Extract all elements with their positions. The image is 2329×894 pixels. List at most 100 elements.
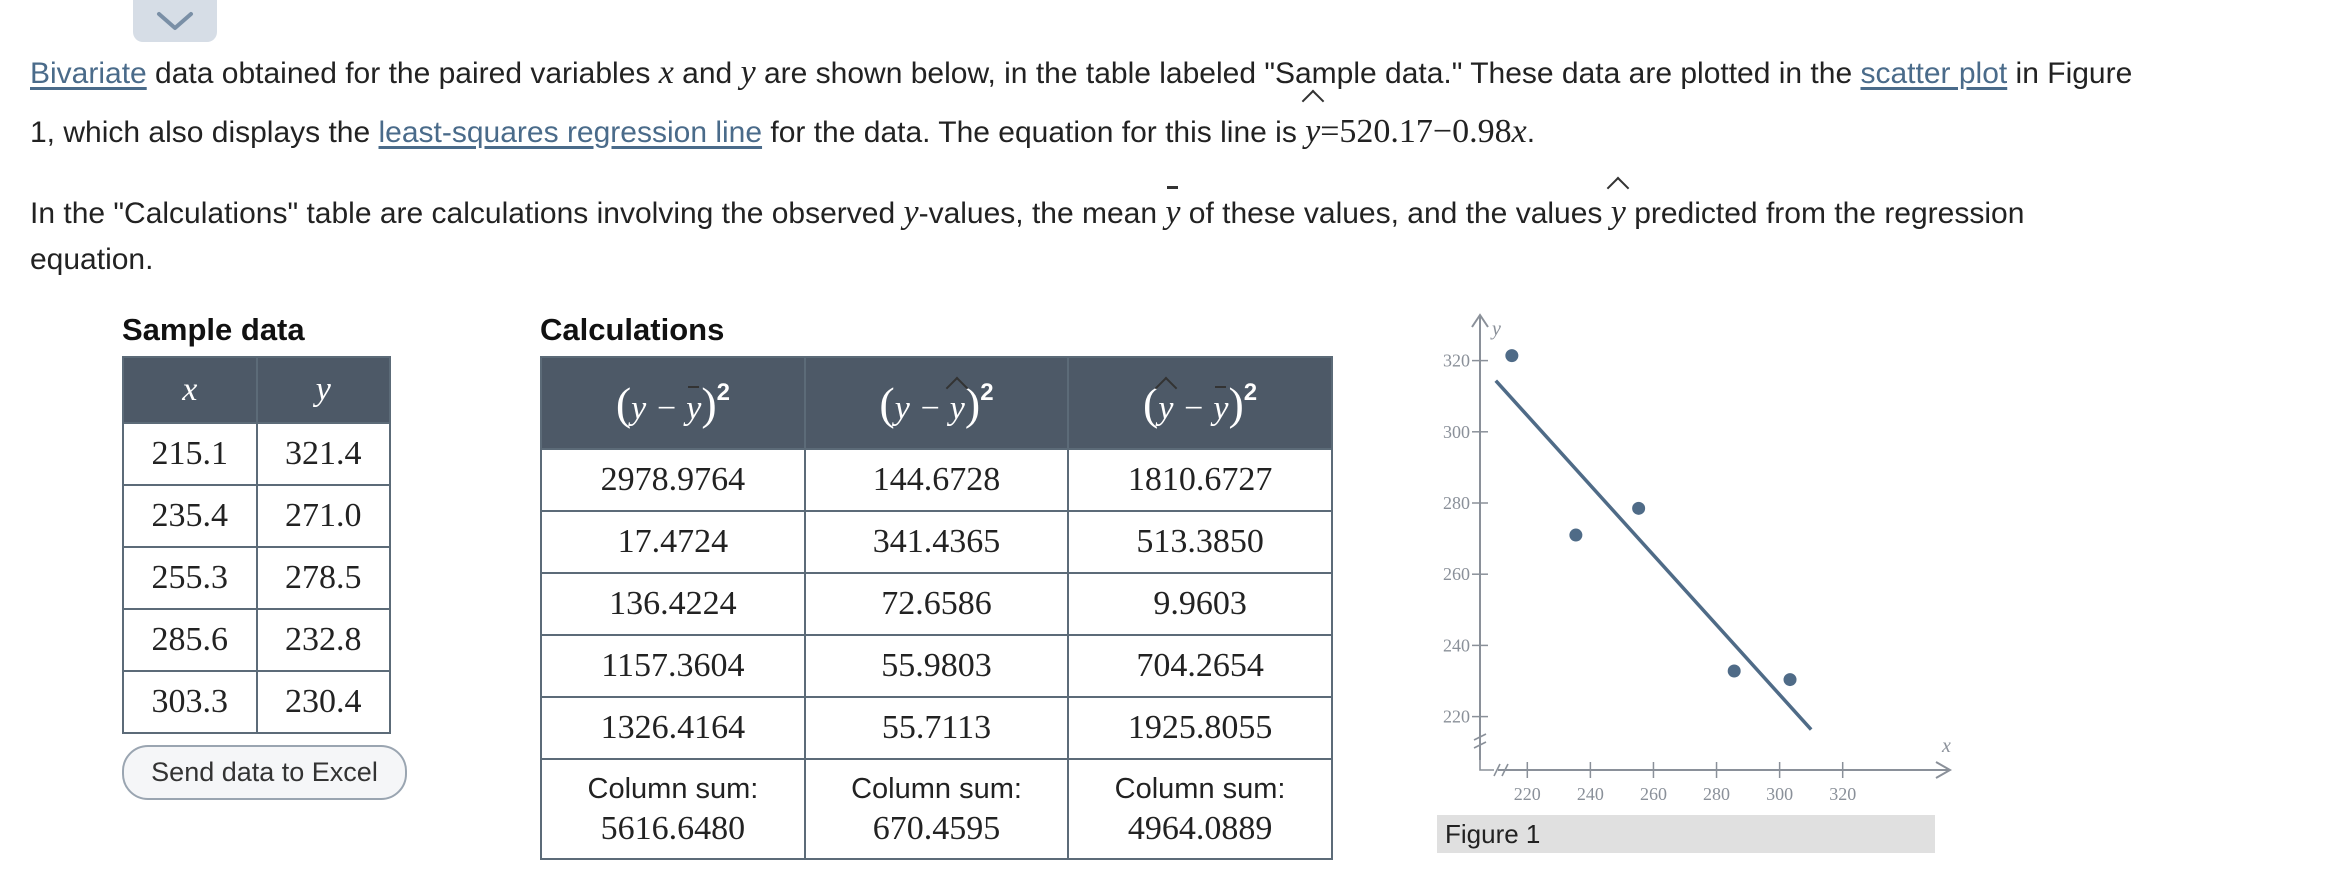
header-y: y [255, 356, 391, 424]
column-sum-cell: Column sum: 4964.0889 [1067, 758, 1333, 860]
send-to-excel-button[interactable]: Send data to Excel [122, 745, 407, 800]
x-axis-label: x [1941, 735, 1951, 757]
para-text: -values, the mean [918, 197, 1166, 230]
cell-y: 321.4 [255, 422, 391, 486]
figure-caption: Figure 1 [1437, 815, 1935, 853]
intro-paragraph: Bivariate data obtained for the paired v… [30, 44, 2310, 162]
x-tick-label: 220 [1514, 784, 1541, 804]
intro-text: . [1526, 116, 1536, 149]
y-tick-label: 260 [1443, 564, 1470, 584]
header-yhat-minus-ybar-sq: (y − y)2 [1067, 356, 1333, 450]
x-tick-label: 240 [1577, 784, 1604, 804]
var-y: y [903, 194, 919, 231]
regression-line [1494, 379, 1813, 731]
table-row: 1157.3604 55.9803 704.2654 [540, 634, 1333, 698]
calc-cell: 1925.8055 [1067, 696, 1333, 760]
column-sum-label: Column sum: [1114, 773, 1286, 805]
bivariate-link[interactable]: Bivariate [30, 57, 147, 90]
scatter-plot: y x 220 240 260 280 300 320 220 240 260 280 300 320 [1443, 313, 1953, 804]
data-point [1727, 664, 1741, 678]
calc-cell: 1810.6727 [1067, 448, 1333, 512]
cell-x: 285.6 [122, 608, 258, 672]
column-sum-cell: Column sum: 670.4595 [803, 758, 1070, 860]
header-y-minus-yhat-sq: (y − y)2 [803, 356, 1070, 450]
y-tick-label: 220 [1443, 707, 1470, 727]
table-row: 303.3 230.4 [122, 670, 391, 734]
cell-x: 255.3 [122, 546, 258, 610]
calc-cell: 2978.9764 [540, 448, 806, 512]
y-tick-label: 280 [1443, 493, 1470, 513]
x-tick-label: 280 [1703, 784, 1730, 804]
equation-yhat: y [1305, 103, 1320, 161]
intro-text: in Figure [2007, 57, 2133, 90]
header-x: x [122, 356, 258, 424]
chevron-down-icon [157, 12, 193, 30]
data-point [1783, 673, 1797, 687]
y-tick-label: 300 [1443, 422, 1470, 442]
sample-data-title: Sample data [122, 312, 305, 347]
intro-text: are shown below, in the table labeled "S… [755, 57, 1861, 90]
calc-cell: 55.9803 [803, 634, 1070, 698]
column-sum-cell: Column sum: 5616.6480 [540, 758, 806, 860]
intro-text: and [673, 57, 741, 90]
para-text: equation. [30, 243, 154, 276]
column-sum-row: Column sum: 5616.6480 Column sum: 670.4595… [540, 758, 1333, 860]
calc-cell: 513.3850 [1067, 510, 1333, 574]
equation-rhs: =520.17−0.98 [1320, 113, 1512, 150]
axis-break-y [1473, 733, 1494, 771]
cell-x: 303.3 [122, 670, 258, 734]
calc-cell: 1326.4164 [540, 696, 806, 760]
table-row: 2978.9764 144.6728 1810.6727 [540, 448, 1333, 512]
calc-cell: 17.4724 [540, 510, 806, 574]
cell-y: 230.4 [255, 670, 391, 734]
column-sum-value: 5616.6480 [600, 810, 746, 847]
calc-cell: 1157.3604 [540, 634, 806, 698]
var-x: x [658, 54, 674, 91]
sample-data-table: x y 215.1 321.4 235.4 271.0 255.3 278.5 285… [122, 356, 391, 734]
data-point [1569, 528, 1583, 542]
y-hat: y [1611, 190, 1626, 236]
column-sum-value: 4964.0889 [1127, 810, 1273, 847]
equation-x: x [1511, 113, 1527, 150]
data-point [1505, 349, 1519, 363]
calc-cell: 9.9603 [1067, 572, 1333, 636]
y-axis-arrow [1471, 313, 1489, 328]
intro-text: 1, which also displays the [30, 116, 379, 149]
axis-break-x [1493, 763, 1509, 777]
scatter-plot-link[interactable]: scatter plot [1860, 57, 2008, 90]
column-sum-label: Column sum: [587, 773, 759, 805]
y-axis-label: y [1490, 318, 1501, 340]
cell-x: 235.4 [122, 484, 258, 548]
table-row: 17.4724 341.4365 513.3850 [540, 510, 1333, 574]
column-sum-label: Column sum: [851, 773, 1022, 805]
header-y-minus-ybar-sq: (y − y)2 [540, 356, 806, 450]
table-row: 215.1 321.4 [122, 422, 391, 486]
calc-cell: 72.6586 [803, 572, 1070, 636]
table-row: 255.3 278.5 [122, 546, 391, 610]
para-text: of these values, and the values [1180, 197, 1611, 230]
collapse-toggle-button[interactable] [133, 0, 217, 42]
intro-text: data obtained for the paired variables [146, 57, 659, 90]
y-bar: y [1165, 186, 1180, 236]
table-row: 285.6 232.8 [122, 608, 391, 672]
var-y: y [740, 54, 756, 91]
calc-cell: 55.7113 [803, 696, 1070, 760]
calc-cell: 341.4365 [803, 510, 1070, 574]
para-text: predicted from the regression [1625, 197, 2025, 230]
x-tick-label: 300 [1766, 784, 1793, 804]
intro-text: for the data. The equation for this line… [762, 116, 1306, 149]
x-tick-label: 320 [1829, 784, 1856, 804]
cell-y: 278.5 [255, 546, 391, 610]
data-point [1632, 501, 1646, 515]
cell-y: 271.0 [255, 484, 391, 548]
calculations-table: (y − y)2 (y − y)2 (y − y)2 2978.9764 144.… [540, 356, 1333, 860]
cell-x: 215.1 [122, 422, 258, 486]
table-row: 1326.4164 55.7113 1925.8055 [540, 696, 1333, 760]
table-row: 235.4 271.0 [122, 484, 391, 548]
x-axis-arrow [1935, 761, 1953, 779]
table-row: 136.4224 72.6586 9.9603 [540, 572, 1333, 636]
calculations-title: Calculations [540, 312, 725, 347]
x-tick-label: 260 [1640, 784, 1667, 804]
lsrl-link[interactable]: least-squares regression line [378, 116, 763, 149]
calc-cell: 144.6728 [803, 448, 1070, 512]
